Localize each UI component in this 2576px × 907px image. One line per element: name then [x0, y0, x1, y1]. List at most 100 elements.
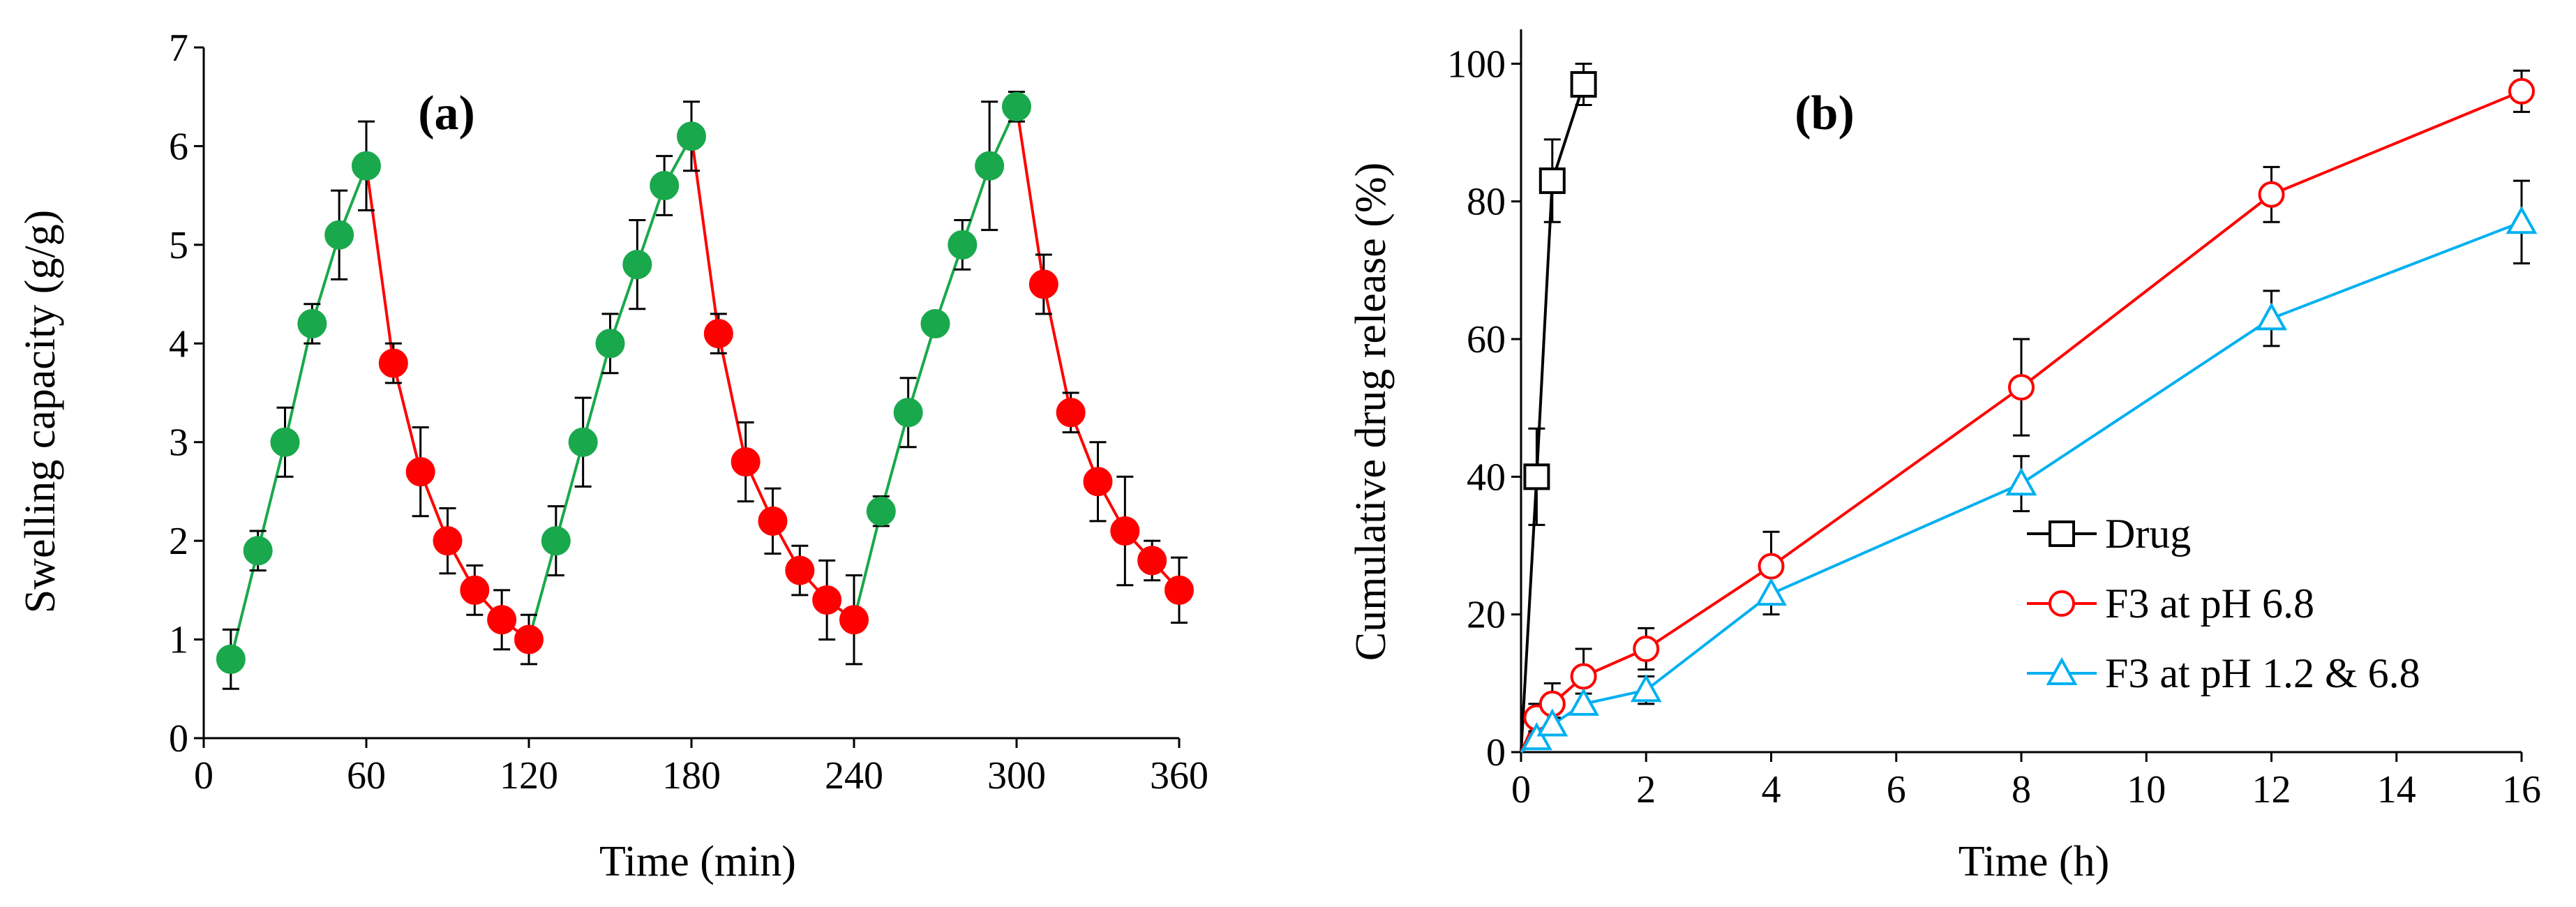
- swelling-y-tick-label: 6: [169, 125, 188, 168]
- drug-point: [1570, 70, 1597, 98]
- swelling-point: [920, 309, 950, 338]
- deswelling-point: [1056, 398, 1086, 428]
- deswelling-point: [1083, 467, 1113, 497]
- swelling-chart-marks: [216, 91, 1194, 690]
- swelling-point: [297, 309, 327, 338]
- release-y-axis-label: Cumulative drug release (%): [1347, 163, 1395, 661]
- legend-f3-ph12-68-marker: [2046, 657, 2078, 685]
- swelling-point: [216, 644, 246, 674]
- deswelling-point: [703, 319, 733, 349]
- swelling-point: [595, 329, 625, 359]
- release-x-tick-label: 4: [1762, 768, 1781, 811]
- f3-ph68-point: [2258, 181, 2285, 208]
- deswelling-point: [812, 585, 842, 615]
- release-y-tick-label: 60: [1467, 318, 1506, 361]
- swelling-point: [270, 427, 300, 457]
- release-chart-marks: [1520, 62, 2538, 754]
- deswelling-point: [378, 348, 408, 378]
- f3-ph12-68-point: [1630, 674, 1662, 703]
- release-y-tick-label: 40: [1467, 456, 1506, 499]
- f3-ph12-68-point: [1568, 687, 1600, 716]
- deswelling-point: [1110, 516, 1140, 546]
- swelling-y-tick-label: 7: [169, 27, 188, 70]
- swelling-x-tick-label: 120: [500, 754, 558, 797]
- f3-ph12-68-point: [1536, 708, 1568, 737]
- swelling-point: [324, 220, 354, 250]
- f3-ph68-point: [1570, 663, 1597, 690]
- release-x-tick-label: 10: [2127, 768, 2166, 811]
- swelling-point: [352, 151, 381, 181]
- deswelling-point: [1137, 546, 1167, 576]
- swelling-x-tick-label: 360: [1150, 754, 1208, 797]
- legend-drug-marker: [2049, 520, 2075, 547]
- swelling-x-tick-label: 0: [194, 754, 214, 797]
- swelling-chart-panel: 0 60 120 180 240 300 360 0 1 2 3 4 5 6 7 (a) Time (min…: [17, 27, 1208, 885]
- release-panel-label: (b): [1795, 87, 1855, 140]
- swelling-point: [866, 496, 896, 526]
- swelling-y-tick-label: 5: [169, 224, 188, 267]
- swelling-x-tick-label: 180: [662, 754, 721, 797]
- swelling-point: [975, 151, 1005, 181]
- deswelling-point: [785, 555, 815, 585]
- swelling-y-tick-label: 4: [169, 322, 188, 366]
- f3-ph68-point: [1633, 636, 1660, 662]
- swelling-y-tick-label: 1: [169, 619, 188, 662]
- f3-ph12-68-point: [1520, 722, 1552, 751]
- legend-drug-label: Drug: [2105, 511, 2191, 557]
- deswelling-point: [1165, 575, 1194, 605]
- drug-point: [1523, 463, 1550, 490]
- release-x-tick-label: 16: [2502, 768, 2541, 811]
- f3-ph68-point: [2008, 374, 2035, 401]
- swelling-y-axis-label: Swelling capacity (g/g): [17, 210, 64, 614]
- deswelling-point: [514, 624, 544, 654]
- f3-ph12-68-point: [2256, 302, 2287, 331]
- swelling-x-tick-label: 60: [347, 754, 386, 797]
- release-x-axis-label: Time (h): [1959, 838, 2109, 885]
- deswelling-point: [460, 575, 490, 605]
- release-chart-axes: 0 2 4 6 8 10 12 14 16 0 20 40 60 80 100: [1447, 29, 2541, 811]
- legend-f3-ph68-label: F3 at pH 6.8: [2105, 580, 2314, 627]
- swelling-point: [622, 250, 652, 280]
- swelling-x-tick-label: 300: [987, 754, 1046, 797]
- release-chart-panel: 0 2 4 6 8 10 12 14 16 0 20 40 60 80 100 (b) Time (h) C…: [1347, 29, 2541, 885]
- deswelling-point: [405, 457, 435, 487]
- deswelling-point: [433, 526, 463, 556]
- release-y-tick-label: 80: [1467, 181, 1506, 224]
- swelling-point: [1002, 91, 1031, 121]
- swelling-x-tick-label: 240: [825, 754, 883, 797]
- f3-ph12-68-point: [1755, 577, 1787, 606]
- swelling-point: [568, 427, 598, 457]
- swelling-point: [893, 398, 923, 428]
- release-chart-legend: Drug F3 at pH 6.8 F3 at pH 1.2 & 6.8: [2027, 511, 2420, 696]
- swelling-point: [541, 526, 571, 556]
- f3-ph68-point: [1758, 553, 1785, 580]
- swelling-line: [853, 106, 1018, 620]
- release-y-tick-label: 100: [1447, 43, 1506, 86]
- f3-ph12-68-point: [2506, 206, 2538, 234]
- legend-f3-ph68-marker: [2049, 590, 2075, 617]
- release-y-tick-label: 0: [1486, 731, 1506, 774]
- drug-series-line: [1520, 84, 1585, 753]
- release-x-tick-label: 2: [1636, 768, 1656, 811]
- swelling-y-tick-label: 3: [169, 421, 188, 465]
- deswelling-point: [839, 605, 869, 635]
- swelling-point: [243, 536, 273, 566]
- f3-ph12-68-point: [2005, 467, 2037, 496]
- swelling-y-tick-label: 0: [169, 717, 188, 760]
- release-x-tick-label: 0: [1511, 768, 1531, 811]
- deswelling-point: [1028, 269, 1058, 299]
- swelling-point: [948, 230, 978, 260]
- deswelling-point: [758, 506, 788, 536]
- swelling-y-tick-label: 2: [169, 520, 188, 563]
- release-y-tick-label: 20: [1467, 594, 1506, 637]
- deswelling-point: [731, 447, 761, 477]
- deswelling-point: [487, 605, 517, 635]
- drug-point: [1538, 167, 1566, 195]
- swelling-panel-label: (a): [418, 87, 475, 140]
- release-x-tick-label: 12: [2252, 768, 2291, 811]
- swelling-point: [650, 171, 680, 200]
- legend-f3-ph12-68-label: F3 at pH 1.2 & 6.8: [2105, 650, 2420, 696]
- swelling-line: [527, 135, 693, 640]
- f3-ph68-point: [2508, 77, 2535, 105]
